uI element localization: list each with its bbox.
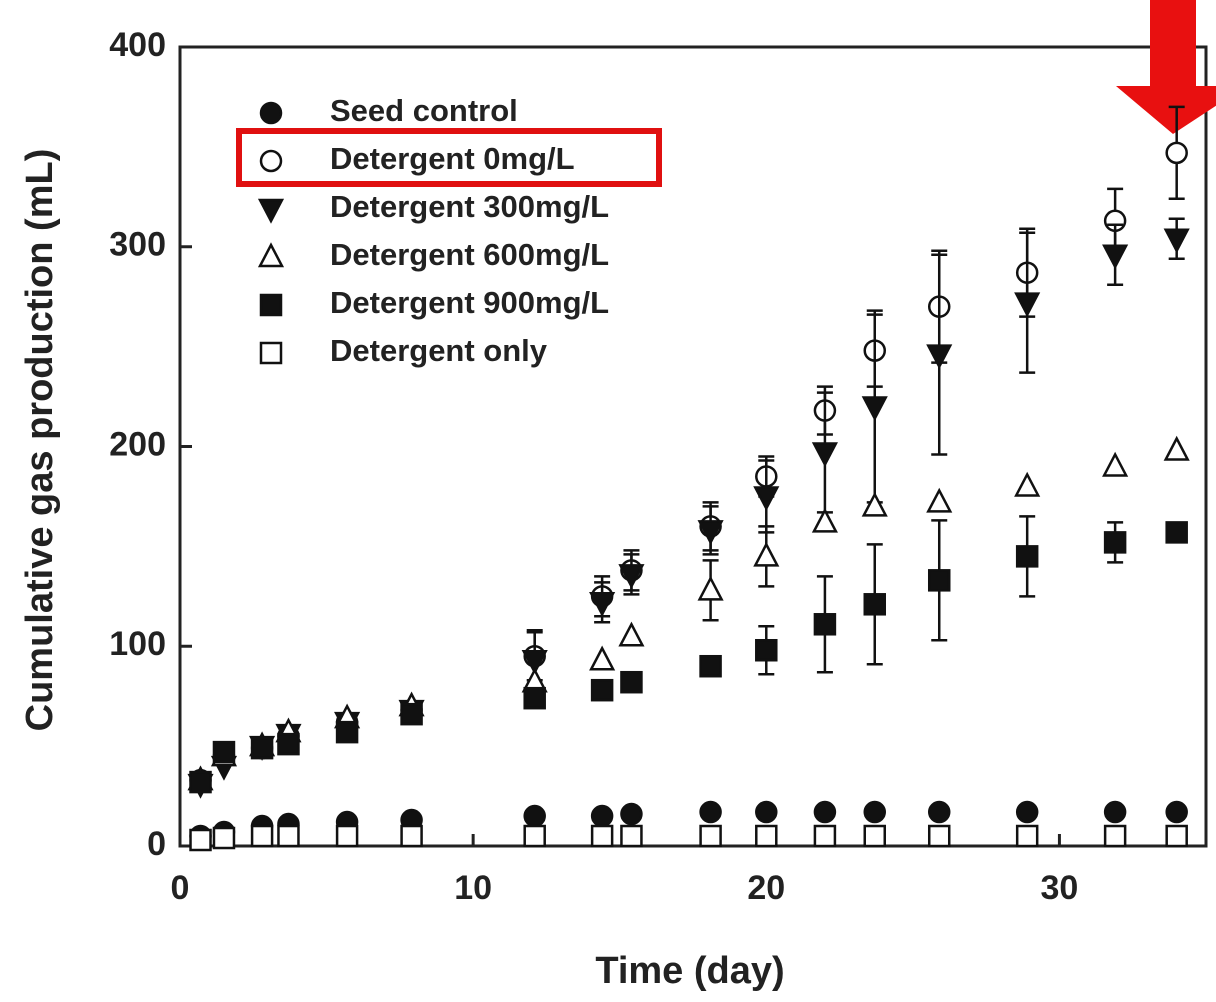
x-axis-label: Time (day) — [595, 950, 784, 992]
data-point — [335, 824, 359, 848]
data-point — [863, 800, 886, 824]
x-tick-label: 10 — [454, 869, 492, 907]
data-point — [1102, 244, 1129, 270]
data-point — [277, 824, 300, 848]
data-point — [861, 491, 888, 517]
data-point — [927, 569, 951, 592]
data-point — [277, 732, 300, 756]
legend-marker — [259, 341, 283, 365]
data-point — [811, 442, 838, 468]
legend-label: Detergent only — [330, 333, 548, 368]
legend-label: Seed control — [330, 93, 518, 128]
data-point — [926, 487, 953, 513]
x-tick-label: 20 — [747, 869, 785, 907]
data-point — [589, 592, 616, 617]
x-tick-label: 0 — [171, 869, 190, 907]
data-point — [590, 678, 614, 702]
y-axis-label: Cumulative gas production (mL) — [19, 149, 61, 732]
legend-label: Detergent 0mg/L — [330, 141, 575, 176]
data-point — [335, 720, 359, 744]
data-point — [189, 828, 212, 852]
data-point — [755, 638, 778, 662]
highlight-box — [236, 128, 662, 187]
y-tick-label: 300 — [109, 226, 166, 264]
data-point — [755, 800, 778, 824]
data-point — [618, 564, 645, 590]
data-point — [400, 824, 423, 848]
data-point — [400, 702, 423, 726]
data-point — [697, 575, 724, 601]
data-point — [189, 770, 212, 794]
data-point — [1014, 471, 1041, 497]
data-point — [618, 621, 645, 647]
data-point — [1163, 435, 1190, 461]
highlight-arrow — [1116, 0, 1216, 134]
data-point — [523, 804, 546, 828]
data-point — [813, 824, 837, 848]
data-point — [1165, 141, 1188, 165]
data-point — [250, 736, 274, 760]
data-point — [755, 824, 778, 848]
data-point — [250, 824, 274, 848]
data-point — [212, 826, 236, 850]
data-point — [753, 541, 780, 567]
data-point — [861, 396, 888, 422]
data-point — [589, 645, 616, 671]
data-point — [813, 613, 837, 636]
data-point — [620, 824, 643, 848]
legend-marker — [257, 242, 285, 268]
data-point — [811, 507, 838, 533]
data-point — [1163, 228, 1190, 254]
data-point — [212, 740, 236, 764]
legend-label: Detergent 900mg/L — [330, 285, 609, 320]
data-point — [863, 593, 886, 616]
data-point — [699, 824, 722, 848]
data-point — [620, 802, 643, 826]
legend-marker — [259, 149, 283, 173]
data-point — [926, 344, 953, 370]
data-point — [863, 824, 886, 848]
x-tick-label: 30 — [1041, 869, 1079, 907]
y-tick-label: 100 — [109, 625, 166, 663]
legend-marker — [257, 198, 285, 224]
legend-label: Detergent 300mg/L — [330, 189, 609, 224]
data-point — [1165, 521, 1188, 544]
data-point — [1165, 800, 1188, 824]
y-tick-label: 200 — [109, 425, 166, 463]
data-point — [1165, 824, 1188, 848]
data-point — [699, 654, 722, 678]
data-point — [927, 800, 951, 824]
data-point — [521, 649, 548, 675]
legend-marker — [259, 293, 283, 317]
data-point — [1102, 451, 1129, 477]
y-tick-label: 0 — [147, 825, 166, 863]
data-point — [753, 486, 780, 512]
data-point — [697, 520, 724, 546]
data-point — [699, 800, 722, 824]
data-point — [1103, 800, 1127, 824]
data-point — [927, 824, 951, 848]
y-tick-label: 400 — [109, 26, 166, 64]
data-point — [1103, 531, 1127, 554]
data-point — [523, 686, 546, 710]
data-point — [1015, 824, 1039, 848]
data-point — [590, 804, 614, 828]
data-point — [1014, 292, 1041, 318]
data-point — [813, 800, 837, 824]
data-point — [523, 824, 546, 848]
data-point — [590, 824, 614, 848]
data-point — [1015, 545, 1039, 568]
legend-marker — [259, 101, 283, 125]
data-point — [620, 670, 643, 694]
data-point — [1103, 824, 1127, 848]
legend-label: Detergent 600mg/L — [330, 237, 609, 272]
data-point — [1015, 800, 1039, 824]
